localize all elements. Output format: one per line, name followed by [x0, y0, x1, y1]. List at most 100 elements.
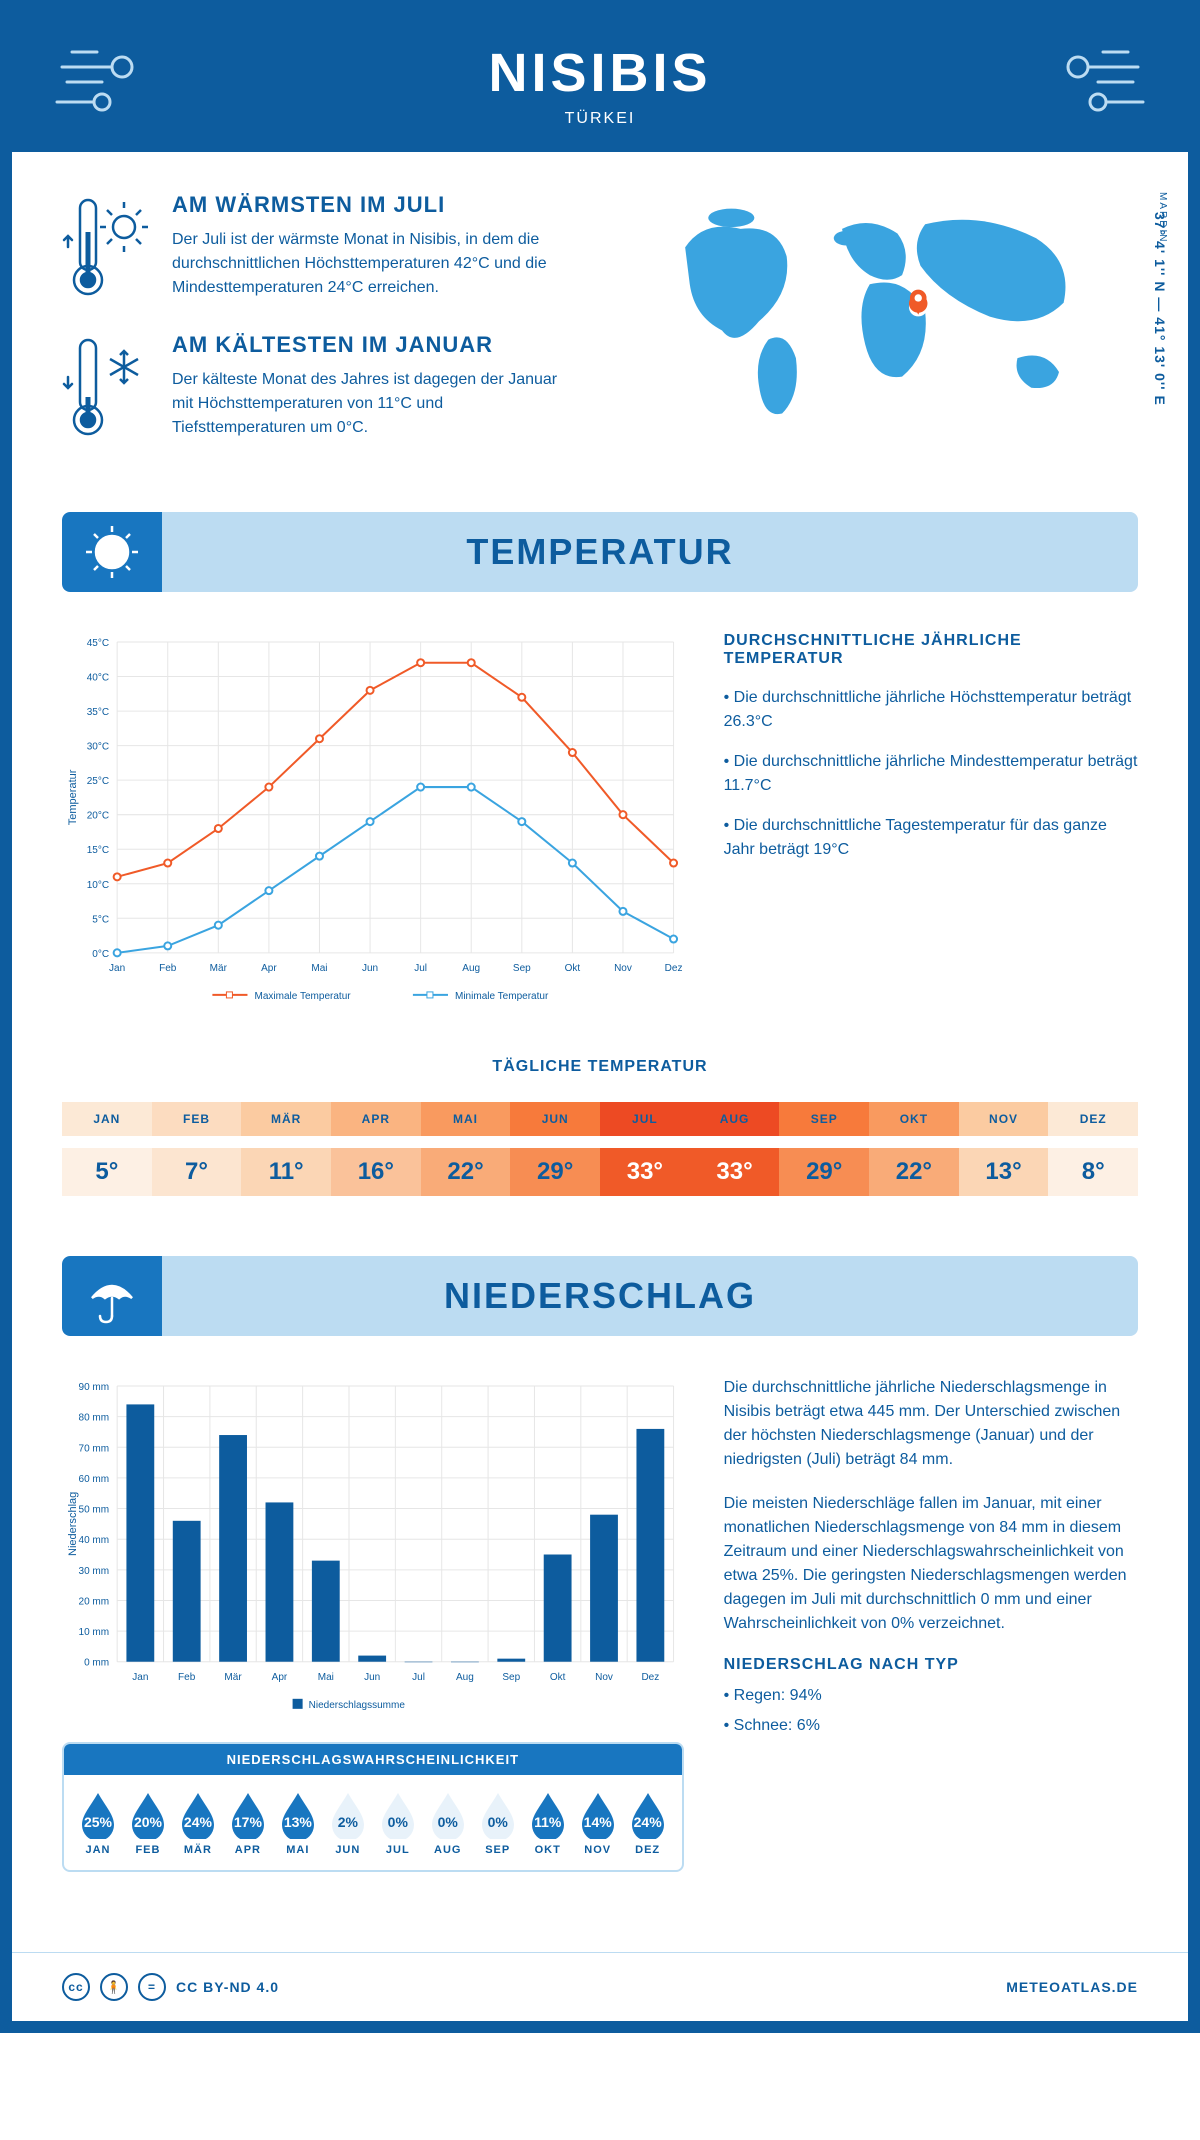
precip-para1: Die durchschnittliche jährliche Niedersc… — [724, 1376, 1138, 1472]
svg-text:Minimale Temperatur: Minimale Temperatur — [455, 991, 549, 1002]
prob-cell: 11% OKT — [524, 1789, 572, 1856]
precipitation-title: NIEDERSCHLAG — [62, 1275, 1138, 1317]
warmest-text: Der Juli ist der wärmste Monat in Nisibi… — [172, 228, 580, 300]
precip-para2: Die meisten Niederschläge fallen im Janu… — [724, 1492, 1138, 1636]
coldest-text: Der kälteste Monat des Jahres ist dagege… — [172, 368, 580, 440]
svg-text:Apr: Apr — [272, 1672, 288, 1683]
svg-text:0°C: 0°C — [92, 949, 109, 960]
daily-cell: FEB7° — [152, 1092, 242, 1206]
prob-cell: 0% AUG — [424, 1789, 472, 1856]
prob-cell: 2% JUN — [324, 1789, 372, 1856]
svg-text:Okt: Okt — [550, 1672, 566, 1683]
wind-icon — [52, 42, 162, 122]
svg-text:Dez: Dez — [641, 1672, 659, 1683]
daily-cell: AUG33° — [690, 1092, 780, 1206]
wind-icon — [1038, 42, 1148, 122]
daily-cell: MÄR11° — [241, 1092, 331, 1206]
svg-text:Mär: Mär — [210, 963, 228, 974]
svg-text:Mär: Mär — [224, 1672, 242, 1683]
avg-bullet: • Die durchschnittliche Tagestemperatur … — [724, 814, 1138, 862]
precipitation-bar-chart: 0 mm10 mm20 mm30 mm40 mm50 mm60 mm70 mm8… — [62, 1376, 684, 1717]
svg-text:Sep: Sep — [502, 1672, 520, 1683]
prob-cell: 17% APR — [224, 1789, 272, 1856]
by-type-item: • Regen: 94% — [724, 1684, 1138, 1708]
svg-text:Jul: Jul — [412, 1672, 425, 1683]
svg-text:Maximale Temperatur: Maximale Temperatur — [254, 991, 351, 1002]
svg-text:Jan: Jan — [109, 963, 125, 974]
precip-by-type-title: NIEDERSCHLAG NACH TYP — [724, 1656, 1138, 1674]
warmest-title: AM WÄRMSTEN IM JULI — [172, 192, 580, 218]
coldest-title: AM KÄLTESTEN IM JANUAR — [172, 332, 580, 358]
site-label: METEOATLAS.DE — [1006, 1979, 1138, 1995]
coords-label: 37° 4' 1'' N — 41° 13' 0'' E — [1152, 212, 1168, 406]
prob-cell: 0% SEP — [474, 1789, 522, 1856]
svg-text:20°C: 20°C — [87, 811, 109, 822]
daily-cell: JUN29° — [510, 1092, 600, 1206]
svg-text:Nov: Nov — [614, 963, 632, 974]
svg-text:45°C: 45°C — [87, 638, 109, 649]
svg-text:Jun: Jun — [364, 1672, 380, 1683]
svg-text:Feb: Feb — [178, 1672, 196, 1683]
footer: cc 🧍 = CC BY-ND 4.0 METEOATLAS.DE — [12, 1952, 1188, 2021]
daily-cell: MAI22° — [421, 1092, 511, 1206]
umbrella-icon — [82, 1266, 142, 1326]
prob-cell: 20% FEB — [124, 1789, 172, 1856]
svg-text:60 mm: 60 mm — [79, 1474, 110, 1485]
temperature-title: TEMPERATUR — [62, 531, 1138, 573]
precipitation-probability-panel: NIEDERSCHLAGSWAHRSCHEINLICHKEIT 25% JAN … — [62, 1742, 684, 1872]
daily-temp-title: TÄGLICHE TEMPERATUR — [62, 1058, 1138, 1076]
svg-text:10°C: 10°C — [87, 880, 109, 891]
temperature-line-chart: 0°C 5°C 10°C 15°C 20°C 25°C 30°C 35°C 40°C 45°C Ja… — [62, 632, 684, 1013]
by-icon: 🧍 — [100, 1973, 128, 2001]
prob-cell: 24% MÄR — [174, 1789, 222, 1856]
daily-temp-row: JAN5°FEB7°MÄR11°APR16°MAI22°JUN29°JUL33°… — [62, 1092, 1138, 1206]
svg-text:Sep: Sep — [513, 963, 531, 974]
svg-text:Nov: Nov — [595, 1672, 613, 1683]
svg-text:90 mm: 90 mm — [79, 1382, 110, 1393]
avg-bullet: • Die durchschnittliche jährliche Mindes… — [724, 750, 1138, 798]
cc-icon: cc — [62, 1973, 90, 2001]
by-type-item: • Schnee: 6% — [724, 1714, 1138, 1738]
world-map — [620, 192, 1138, 432]
svg-text:40°C: 40°C — [87, 673, 109, 684]
daily-cell: APR16° — [331, 1092, 421, 1206]
svg-text:5°C: 5°C — [92, 914, 109, 925]
svg-text:Aug: Aug — [456, 1672, 474, 1683]
svg-text:Aug: Aug — [462, 963, 480, 974]
prob-cell: 13% MAI — [274, 1789, 322, 1856]
sun-icon — [82, 522, 142, 582]
thermometer-snow-icon — [62, 332, 152, 442]
daily-cell: JAN5° — [62, 1092, 152, 1206]
prob-cell: 0% JUL — [374, 1789, 422, 1856]
prob-cell: 25% JAN — [74, 1789, 122, 1856]
svg-text:Dez: Dez — [665, 963, 683, 974]
coldest-block: AM KÄLTESTEN IM JANUAR Der kälteste Mona… — [62, 332, 580, 442]
prob-title: NIEDERSCHLAGSWAHRSCHEINLICHKEIT — [64, 1744, 682, 1775]
svg-text:30 mm: 30 mm — [79, 1566, 110, 1577]
daily-cell: OKT22° — [869, 1092, 959, 1206]
warmest-block: AM WÄRMSTEN IM JULI Der Juli ist der wär… — [62, 192, 580, 302]
daily-cell: JUL33° — [600, 1092, 690, 1206]
svg-text:15°C: 15°C — [87, 845, 109, 856]
svg-text:Okt: Okt — [565, 963, 581, 974]
prob-cell: 14% NOV — [574, 1789, 622, 1856]
svg-text:50 mm: 50 mm — [79, 1505, 110, 1516]
avg-temp-title: DURCHSCHNITTLICHE JÄHRLICHE TEMPERATUR — [724, 632, 1138, 668]
header: NISIBIS TÜRKEI — [12, 12, 1188, 152]
svg-text:Niederschlagssumme: Niederschlagssumme — [309, 1700, 406, 1711]
svg-text:40 mm: 40 mm — [79, 1535, 110, 1546]
daily-cell: NOV13° — [959, 1092, 1049, 1206]
svg-text:Niederschlag: Niederschlag — [67, 1492, 79, 1556]
svg-text:Feb: Feb — [159, 963, 177, 974]
daily-cell: DEZ8° — [1048, 1092, 1138, 1206]
svg-text:Mai: Mai — [311, 963, 327, 974]
svg-text:30°C: 30°C — [87, 742, 109, 753]
temperature-banner: TEMPERATUR — [62, 512, 1138, 592]
prob-cell: 24% DEZ — [624, 1789, 672, 1856]
svg-text:80 mm: 80 mm — [79, 1413, 110, 1424]
svg-text:Apr: Apr — [261, 963, 277, 974]
svg-text:25°C: 25°C — [87, 776, 109, 787]
avg-bullet: • Die durchschnittliche jährliche Höchst… — [724, 686, 1138, 734]
svg-text:Jul: Jul — [414, 963, 427, 974]
svg-text:35°C: 35°C — [87, 707, 109, 718]
